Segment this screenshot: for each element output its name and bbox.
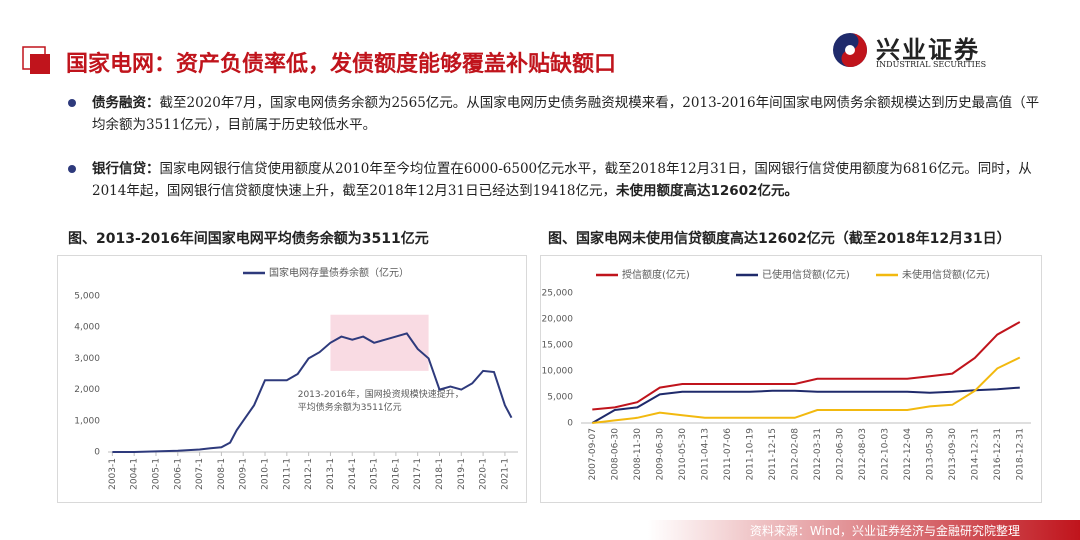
chart-title: 图、国家电网未使用信贷额度高达12602亿元（截至2018年12月31日） [548,231,1011,247]
y-tick-label: 5,000 [547,393,573,403]
chart-title: 图、2013-2016年间国家电网平均债务余额为3511亿元 [68,231,429,247]
data-line [112,332,513,453]
x-tick-label: 2018-1 [435,458,445,490]
x-tick-label: 2011-07-06 [723,428,733,481]
bullet: 银行信贷：国家电网银行信贷使用额度从2010年至今均位置在6000-6500亿元… [68,158,1052,202]
x-tick-label: 2004-1 [130,458,140,490]
x-tick-label: 2003-1 [108,458,118,490]
x-tick-label: 2012-03-31 [813,428,823,480]
logo-subtext: INDUSTRIAL SECURITIES [876,60,987,69]
x-tick-label: 2012-08-03 [858,428,868,480]
chart: 0 5,000 10,000 15,000 20,000 25,000 2007-09-07… [542,268,1031,481]
x-tick-label: 2015-1 [370,458,380,490]
x-tick-label: 2014-1 [348,458,358,490]
x-tick-label: 2006-1 [173,458,183,490]
x-tick-label: 2011-1 [282,458,292,490]
x-tick-label: 2011-04-13 [700,428,710,480]
bullet-text: 截至2020年7月，国家电网债务余额为2565亿元。从国家电网历史债务融资规模来… [92,95,1040,133]
x-tick-label: 2014-12-31 [970,428,980,480]
x-tick-label: 2021-1 [500,458,510,490]
y-tick-label: 2,000 [74,385,100,395]
legend-label: 国家电网存量债券余额（亿元） [269,266,409,279]
x-tick-label: 2012-02-08 [790,428,800,481]
x-tick-label: 2019-1 [457,458,467,490]
chart-panel: 0 1,000 2,000 3,000 4,000 5,000 2013-2016年，国网投… [57,255,527,503]
x-tick-label: 2013-09-30 [948,428,958,481]
y-tick-label: 20,000 [542,315,574,325]
logo-mark [833,33,867,67]
y-tick-label: 25,000 [542,289,574,299]
slide-title: 国家电网：资产负债率低，发债额度能够覆盖补贴缺额口 [66,52,617,77]
y-tick-label: 4,000 [74,323,100,333]
title-icon [22,46,50,74]
x-tick-label: 2010-05-30 [678,428,688,481]
x-tick-label: 2008-1 [217,458,227,490]
bullet-label: 银行信贷： [92,161,160,177]
chart-panel: 0 5,000 10,000 15,000 20,000 25,000 2007-09-07… [540,255,1042,503]
y-tick-label: 3,000 [74,354,100,364]
x-tick-label: 2011-10-19 [745,428,755,481]
x-tick-label: 2016-12-31 [993,428,1003,480]
x-tick-label: 2008-06-30 [610,428,620,481]
y-tick-label: 5,000 [74,292,100,302]
logo-text: 兴业证券 [876,36,980,64]
bullet-text: 国家电网银行信贷使用额度从2010年至今均位置在6000-6500亿元水平，截至… [92,161,1032,199]
legend-label: 未使用信贷额(亿元) [902,268,990,281]
bullet-emphasis: 未使用额度高达12602亿元。 [616,183,798,199]
annotation: 2013-2016年，国网投资规模快速提升， [298,388,464,400]
x-tick-label: 2012-06-30 [835,428,845,481]
x-tick-label: 2013-1 [326,458,336,490]
x-tick-label: 2012-12-04 [903,428,913,481]
legend-label: 已使用信贷额(亿元) [762,268,850,281]
data-line [591,386,1020,424]
y-tick-label: 10,000 [542,367,574,377]
x-tick-label: 2007-1 [195,458,205,490]
y-tick-label: 0 [94,448,100,458]
x-tick-label: 2018-12-31 [1015,428,1025,480]
x-tick-label: 2009-1 [239,458,249,490]
x-tick-label: 2005-1 [151,458,161,490]
x-tick-label: 2007-09-07 [588,428,598,480]
x-tick-label: 2020-1 [479,458,489,490]
y-tick-label: 1,000 [74,416,100,426]
data-line [592,356,1021,424]
legend-label: 授信额度(亿元) [622,268,690,281]
footer: 资料来源：Wind，兴业证券经济与金融研究院整理 [0,520,1080,540]
x-tick-label: 2012-10-03 [880,428,890,480]
x-tick-label: 2010-1 [261,458,271,490]
x-tick-label: 2009-06-30 [655,428,665,481]
data-line [592,321,1021,411]
x-tick-label: 2008-11-30 [633,428,643,481]
x-tick-label: 2011-12-15 [768,428,778,480]
bullet: 债务融资：截至2020年7月，国家电网债务余额为2565亿元。从国家电网历史债务… [68,92,1052,136]
chart: 0 1,000 2,000 3,000 4,000 5,000 2013-2016年，国网投… [74,266,518,490]
x-tick-label: 2012-1 [304,458,314,490]
x-tick-label: 2016-1 [391,458,401,490]
annotation: 平均债务余额为3511亿元 [298,401,402,413]
bullet-label: 债务融资： [92,95,160,111]
source-note: 资料来源：Wind，兴业证券经济与金融研究院整理 [749,524,1020,538]
x-tick-label: 2017-1 [413,458,423,490]
y-tick-label: 0 [567,419,573,429]
y-tick-label: 15,000 [542,341,574,351]
x-tick-label: 2013-05-30 [925,428,935,481]
